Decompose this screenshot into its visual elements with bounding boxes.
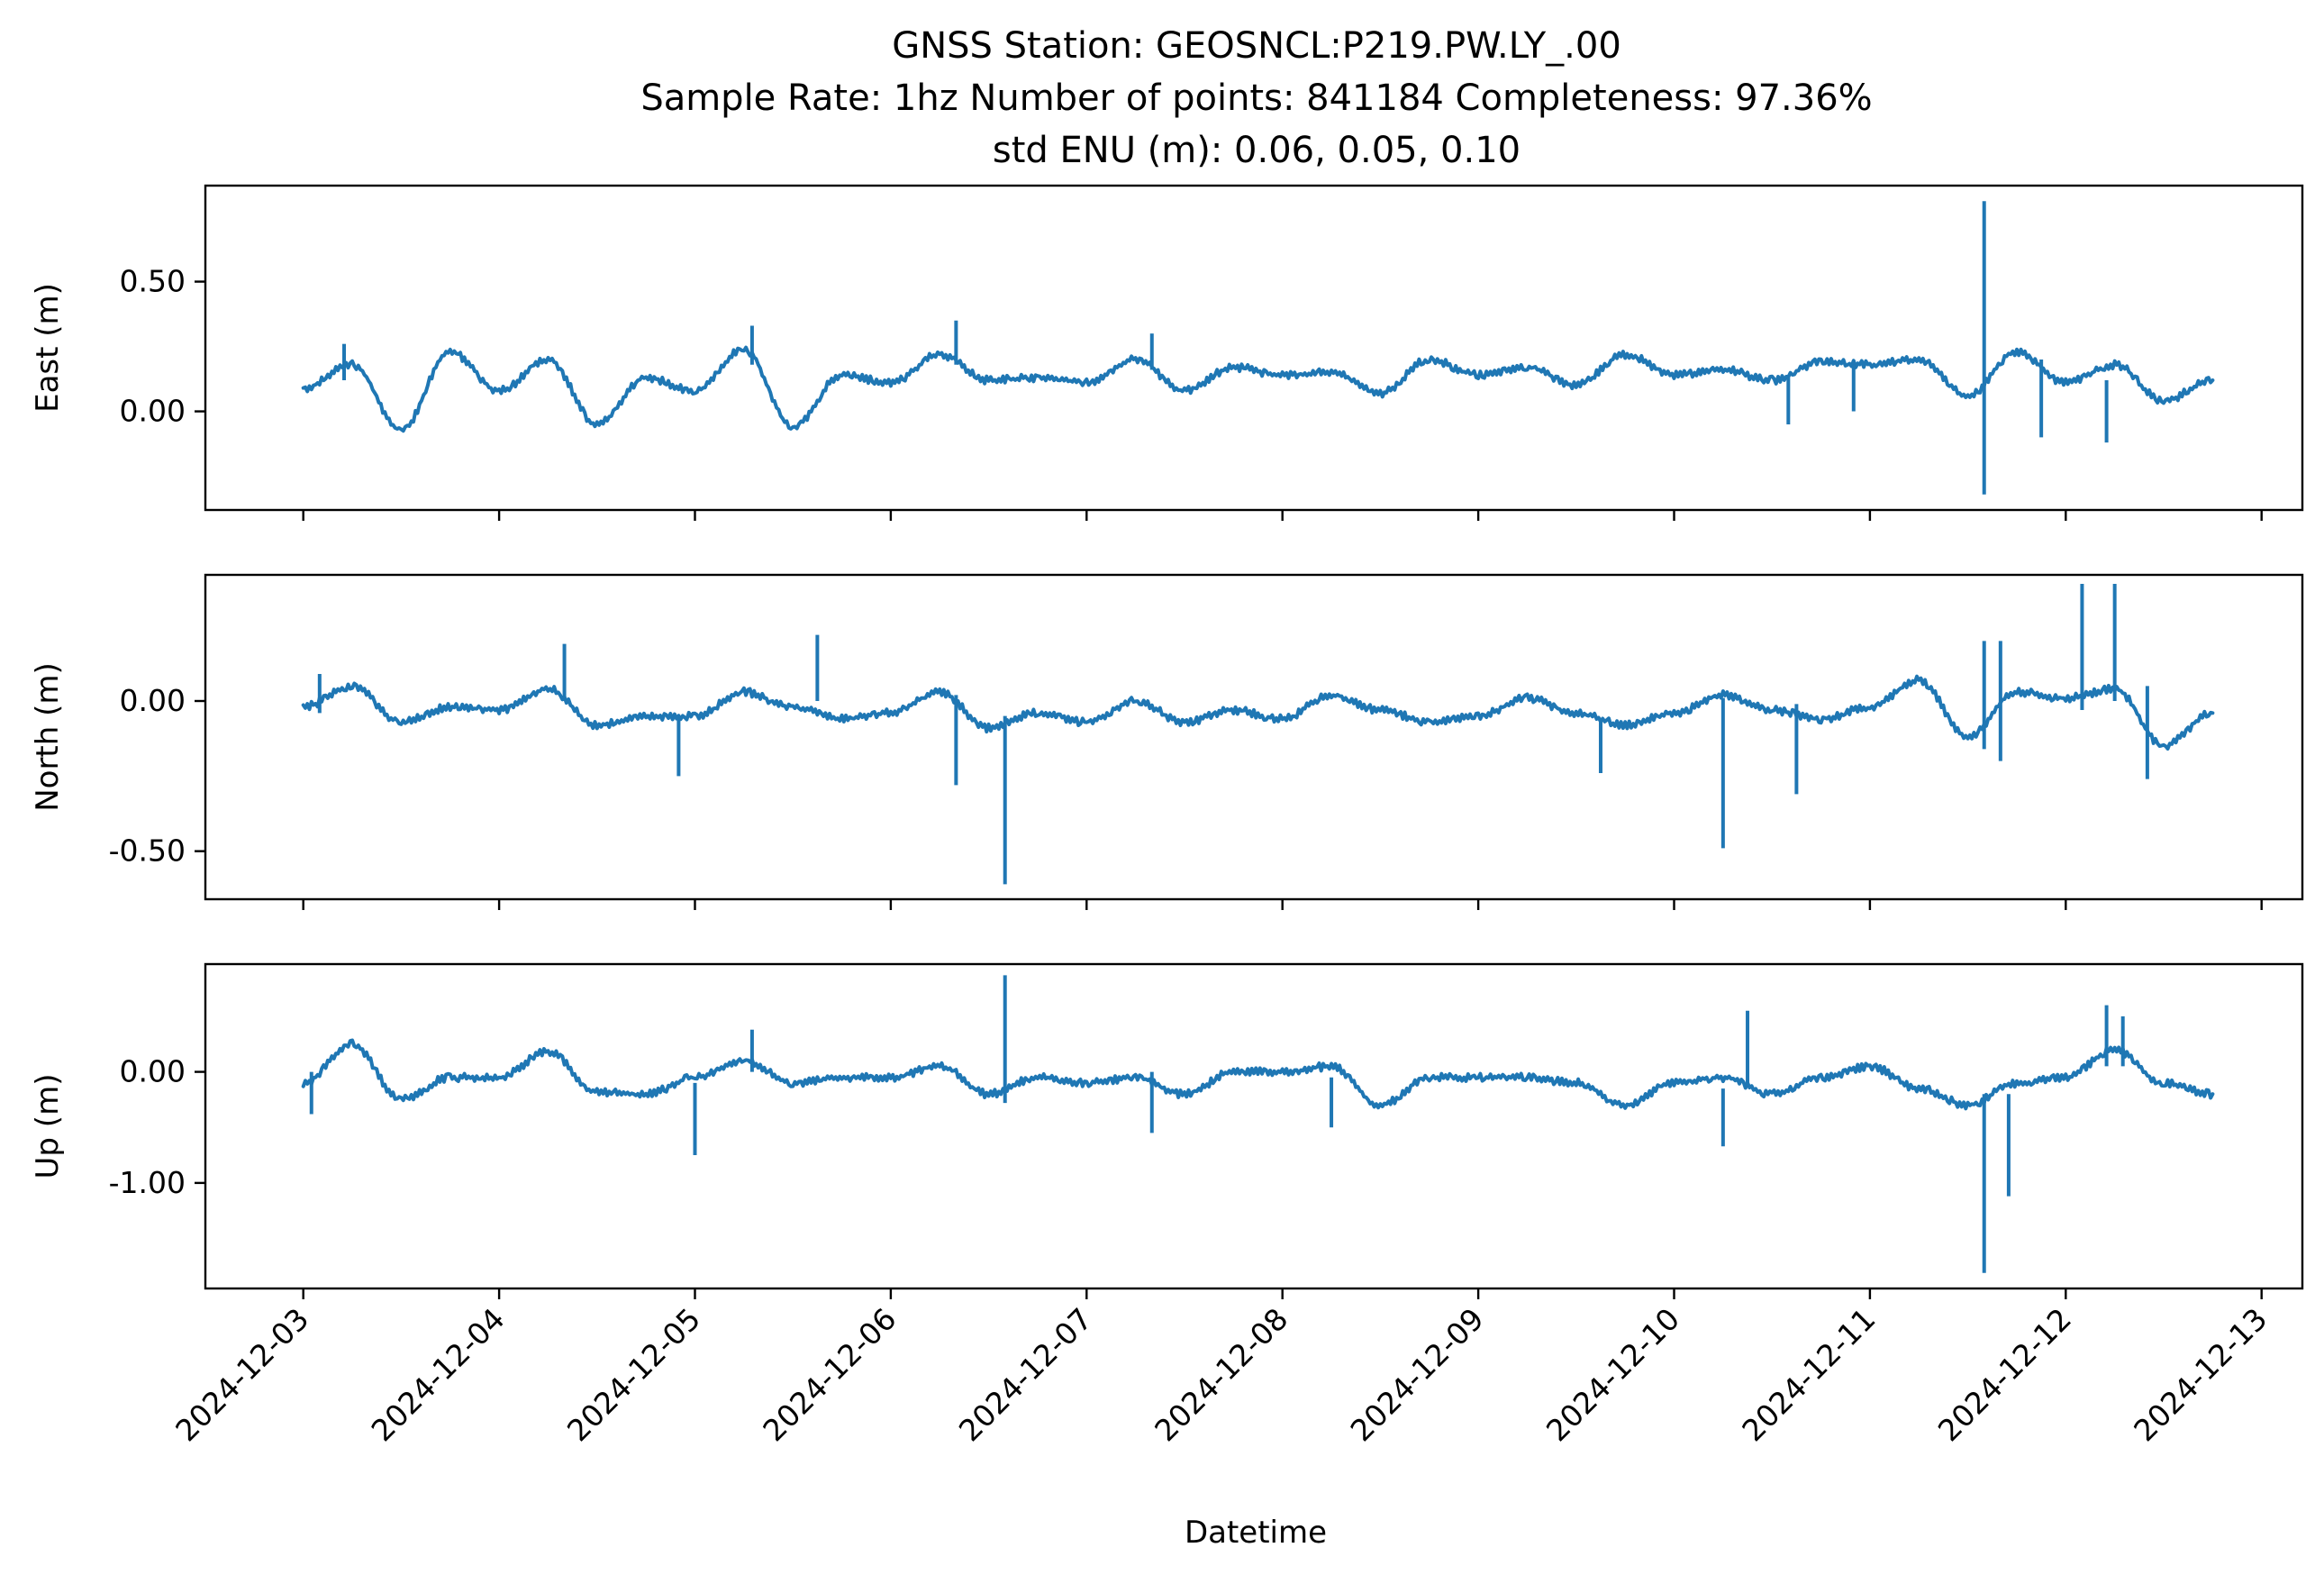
x-tick-label: 2024-12-09 [1344, 1301, 1491, 1448]
y-tick-label: 0.00 [120, 683, 186, 718]
y-tick-label: 0.00 [120, 1054, 186, 1089]
axes-frame [204, 962, 2304, 1290]
north-panel: 0.00 -0.50 North (m) [30, 573, 2304, 910]
y-axis-label: North (m) [30, 662, 66, 812]
x-axis-label: Datetime [1185, 1515, 1327, 1551]
title-line-1: GNSS Station: GEOSNCL:P219.PW.LY_.00 [892, 25, 1621, 67]
axes-frame [204, 184, 2304, 512]
series-line [301, 674, 2215, 751]
east-panel: 0.50 0.00 East (m) [30, 184, 2304, 521]
x-tick-label: 2024-12-07 [952, 1301, 1099, 1448]
y-tick-label: 0.50 [120, 264, 186, 299]
title-line-3: std ENU (m): 0.06, 0.05, 0.10 [993, 130, 1521, 171]
y-tick-label: -0.50 [109, 833, 186, 869]
y-tick-label: 0.00 [120, 394, 186, 429]
x-tick-label: 2024-12-08 [1148, 1301, 1294, 1448]
x-tick-label: 2024-12-10 [1539, 1301, 1686, 1448]
x-tick-label: 2024-12-11 [1735, 1301, 1882, 1448]
x-tick-label: 2024-12-06 [756, 1301, 903, 1448]
chart-title: GNSS Station: GEOSNCL:P219.PW.LY_.00 Sam… [640, 25, 1872, 171]
x-tick-label: 2024-12-13 [2127, 1301, 2274, 1448]
x-tick-label: 2024-12-04 [365, 1301, 512, 1448]
y-axis-label: Up (m) [30, 1074, 66, 1179]
title-line-2: Sample Rate: 1hz Number of points: 84118… [640, 77, 1872, 119]
y-axis-label: East (m) [30, 283, 66, 413]
x-tick-label: 2024-12-03 [168, 1301, 315, 1448]
series-line [301, 345, 2215, 433]
up-panel: 0.00 -1.00 Up (m) [30, 962, 2304, 1299]
x-tick-label: 2024-12-05 [560, 1301, 707, 1448]
y-tick-label: -1.00 [109, 1165, 186, 1200]
axes-frame [204, 573, 2304, 901]
x-tick-label: 2024-12-12 [1931, 1301, 2078, 1448]
series-line [301, 1038, 2215, 1111]
x-axis: 2024-12-03 2024-12-04 2024-12-05 2024-12-06… [168, 1301, 2274, 1448]
